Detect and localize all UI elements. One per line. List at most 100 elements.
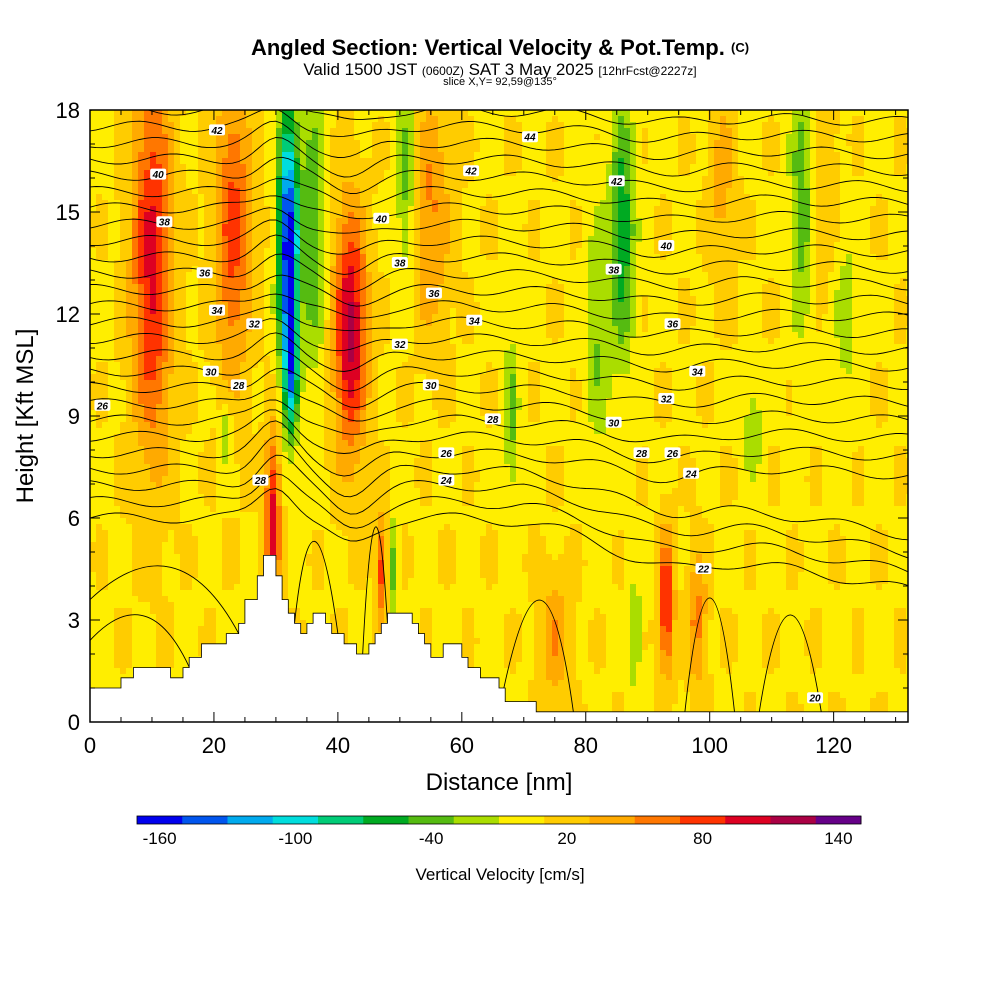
velocity-cell bbox=[522, 218, 529, 225]
velocity-cell bbox=[180, 146, 187, 153]
velocity-cell bbox=[726, 176, 733, 183]
velocity-cell bbox=[546, 176, 553, 183]
velocity-cell bbox=[618, 272, 625, 279]
velocity-cell bbox=[708, 116, 715, 123]
velocity-cell bbox=[588, 188, 595, 195]
velocity-cell bbox=[420, 200, 427, 207]
velocity-cell bbox=[540, 176, 547, 183]
velocity-cell bbox=[492, 302, 499, 309]
velocity-cell bbox=[822, 182, 829, 189]
velocity-cell bbox=[702, 272, 709, 279]
velocity-cell bbox=[210, 176, 217, 183]
velocity-cell bbox=[138, 116, 145, 123]
velocity-cell bbox=[480, 254, 487, 261]
velocity-cell bbox=[372, 308, 379, 315]
velocity-cell bbox=[858, 284, 865, 291]
velocity-cell bbox=[252, 116, 259, 123]
velocity-cell bbox=[366, 194, 373, 201]
velocity-cell bbox=[816, 248, 823, 255]
velocity-cell bbox=[522, 266, 529, 273]
velocity-cell bbox=[426, 206, 433, 213]
velocity-cell bbox=[906, 278, 908, 285]
velocity-cell bbox=[258, 182, 265, 189]
velocity-cell bbox=[570, 278, 577, 285]
velocity-cell bbox=[906, 134, 908, 141]
velocity-cell bbox=[102, 266, 109, 273]
velocity-cell bbox=[594, 164, 601, 171]
velocity-cell bbox=[480, 314, 487, 321]
velocity-cell bbox=[390, 266, 397, 273]
velocity-cell bbox=[138, 224, 145, 231]
velocity-cell bbox=[804, 158, 811, 165]
velocity-cell bbox=[216, 248, 223, 255]
velocity-cell bbox=[798, 164, 805, 171]
velocity-cell bbox=[198, 290, 205, 297]
velocity-cell bbox=[846, 146, 853, 153]
velocity-cell bbox=[222, 224, 229, 231]
velocity-cell bbox=[462, 146, 469, 153]
velocity-cell bbox=[762, 200, 769, 207]
velocity-cell bbox=[294, 122, 301, 129]
velocity-cell bbox=[774, 116, 781, 123]
velocity-cell bbox=[552, 182, 559, 189]
velocity-cell bbox=[534, 122, 541, 129]
velocity-cell bbox=[474, 254, 481, 261]
velocity-cell bbox=[870, 260, 877, 267]
velocity-cell bbox=[204, 158, 211, 165]
velocity-cell bbox=[138, 242, 145, 249]
velocity-cell bbox=[186, 122, 193, 129]
velocity-cell bbox=[264, 248, 271, 255]
velocity-cell bbox=[756, 218, 763, 225]
velocity-cell bbox=[702, 122, 709, 129]
velocity-cell bbox=[90, 200, 97, 207]
velocity-cell bbox=[444, 242, 451, 249]
velocity-cell bbox=[564, 248, 571, 255]
velocity-cell bbox=[804, 266, 811, 273]
velocity-cell bbox=[900, 194, 907, 201]
velocity-cell bbox=[360, 290, 367, 297]
velocity-cell bbox=[168, 146, 175, 153]
velocity-cell bbox=[114, 284, 121, 291]
velocity-cell bbox=[240, 188, 247, 195]
velocity-cell bbox=[276, 302, 283, 309]
velocity-cell bbox=[792, 242, 799, 249]
velocity-cell bbox=[312, 188, 319, 195]
velocity-cell bbox=[906, 128, 908, 135]
velocity-cell bbox=[732, 158, 739, 165]
velocity-cell bbox=[864, 320, 871, 327]
velocity-cell bbox=[174, 254, 181, 261]
velocity-cell bbox=[540, 218, 547, 225]
velocity-cell bbox=[402, 302, 409, 309]
velocity-cell bbox=[906, 272, 908, 279]
velocity-cell bbox=[750, 134, 757, 141]
velocity-cell bbox=[450, 140, 457, 147]
velocity-cell bbox=[648, 140, 655, 147]
velocity-cell bbox=[768, 170, 775, 177]
velocity-cell bbox=[120, 248, 127, 255]
velocity-cell bbox=[810, 122, 817, 129]
velocity-cell bbox=[612, 272, 619, 279]
velocity-cell bbox=[162, 146, 169, 153]
velocity-cell bbox=[216, 254, 223, 261]
velocity-cell bbox=[366, 146, 373, 153]
velocity-cell bbox=[336, 242, 343, 249]
velocity-cell bbox=[624, 164, 631, 171]
velocity-cell bbox=[498, 314, 505, 321]
velocity-cell bbox=[768, 182, 775, 189]
velocity-cell bbox=[750, 320, 757, 327]
velocity-cell bbox=[270, 320, 277, 327]
velocity-cell bbox=[762, 128, 769, 135]
velocity-cell bbox=[288, 296, 295, 303]
velocity-cell bbox=[642, 116, 649, 123]
velocity-cell bbox=[192, 164, 199, 171]
velocity-cell bbox=[564, 320, 571, 327]
velocity-cell bbox=[480, 128, 487, 135]
velocity-cell bbox=[180, 218, 187, 225]
velocity-cell bbox=[642, 248, 649, 255]
velocity-cell bbox=[492, 224, 499, 231]
velocity-cell bbox=[786, 236, 793, 243]
velocity-cell bbox=[114, 152, 121, 159]
velocity-cell bbox=[306, 188, 313, 195]
velocity-cell bbox=[264, 182, 271, 189]
velocity-cell bbox=[708, 272, 715, 279]
